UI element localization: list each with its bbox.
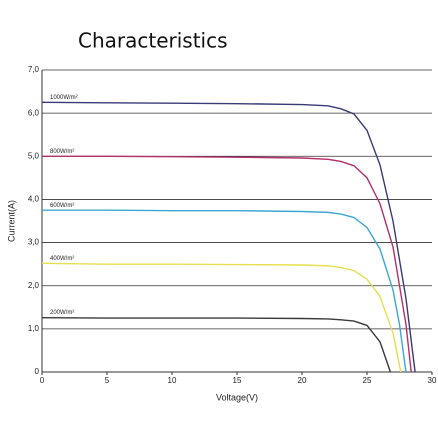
x-tick-label: 25 bbox=[363, 376, 372, 385]
x-tick-label: 15 bbox=[233, 376, 242, 385]
series-label: 400W/m² bbox=[50, 256, 74, 262]
series-label: 800W/m² bbox=[50, 149, 74, 155]
y-tick-label: 6,0 bbox=[28, 108, 40, 117]
x-tick-label: 30 bbox=[428, 376, 437, 385]
series-line bbox=[42, 155, 412, 373]
series-line bbox=[41, 316, 392, 373]
series-line bbox=[42, 209, 407, 373]
y-tick-label: 2,0 bbox=[28, 281, 40, 290]
series-label: 200W/m² bbox=[50, 310, 74, 316]
x-axis-label: Voltage(V) bbox=[216, 392, 258, 402]
series-label: 1000W/m² bbox=[50, 95, 78, 101]
x-tick-label: 10 bbox=[168, 376, 177, 385]
x-tick-label: 20 bbox=[298, 376, 307, 385]
y-tick-label: 5,0 bbox=[28, 151, 40, 160]
y-axis-label: Current(A) bbox=[6, 200, 16, 242]
x-tick-label: 5 bbox=[105, 376, 110, 385]
series-line bbox=[41, 101, 416, 373]
y-tick-label: 1,0 bbox=[28, 324, 40, 333]
series-line bbox=[41, 262, 402, 373]
y-tick-label: 0 bbox=[35, 367, 40, 376]
y-tick-label: 3,0 bbox=[28, 238, 40, 247]
y-tick-label: 4,0 bbox=[28, 195, 40, 204]
series-label: 600W/m² bbox=[50, 203, 74, 209]
chart-title: Characteristics bbox=[78, 29, 228, 53]
y-tick-label: 7,0 bbox=[28, 65, 40, 74]
x-tick-label: 0 bbox=[40, 376, 45, 385]
